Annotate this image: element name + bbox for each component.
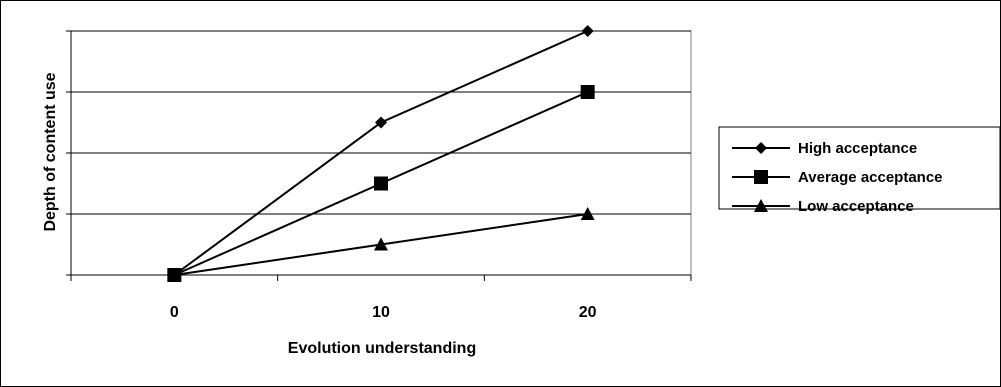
x-tick-labels: 0 10 20: [170, 304, 597, 321]
legend-label: High acceptance: [798, 140, 917, 157]
y-axis-title: Depth of content use: [42, 72, 59, 231]
x-tick-label: 20: [579, 304, 597, 321]
data-point-high-acceptance: [581, 25, 594, 37]
legend-item-average-acceptance: Average acceptance: [732, 169, 943, 186]
data-point-low-acceptance: [167, 268, 182, 281]
legend: High acceptance Average acceptance Low acc…: [718, 126, 1000, 215]
x-tick-label: 0: [170, 304, 179, 321]
data-point-low-acceptance: [374, 237, 388, 251]
legend-item-low-acceptance: Low acceptance: [732, 198, 914, 215]
data-point-high-acceptance: [375, 116, 387, 129]
data-point-average-acceptance: [374, 176, 388, 191]
legend-marker: [755, 142, 767, 154]
legend-marker: [754, 170, 768, 184]
series-low-acceptance: [167, 207, 595, 281]
legend-item-high-acceptance: High acceptance: [732, 140, 917, 157]
x-axis-title: Evolution understanding: [288, 340, 476, 357]
series-layer: [167, 25, 595, 282]
legend-label: Average acceptance: [798, 169, 943, 186]
x-tick-label: 10: [372, 304, 390, 321]
legend-marker: [754, 199, 768, 212]
legend-box: [718, 126, 1000, 210]
data-point-average-acceptance: [580, 85, 595, 99]
data-point-low-acceptance: [580, 207, 595, 220]
legend-label: Low acceptance: [798, 198, 914, 215]
